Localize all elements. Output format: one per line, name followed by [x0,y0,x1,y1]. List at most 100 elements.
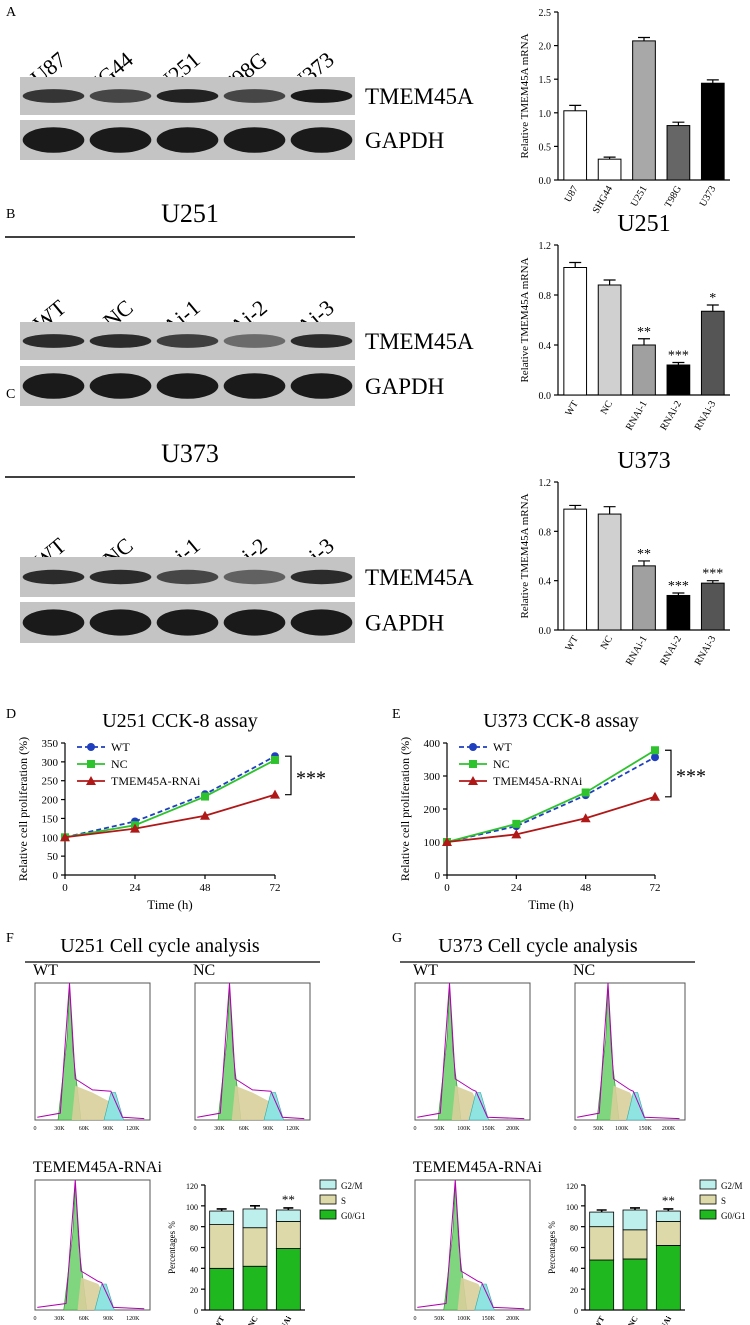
histogram-label: WT [413,962,438,979]
bar [563,110,588,181]
y-tick-label: 120 [566,1182,578,1191]
bar [666,364,691,396]
series-line [446,795,656,843]
panel-letter: G [392,931,402,946]
protein-label: TMEM45A [365,329,474,354]
significance: ** [282,1192,295,1207]
chart-title: U251 CCK-8 assay [102,710,258,732]
legend-label: G2/M [721,1181,743,1191]
x-tick-label: 0 [62,882,68,894]
y-tick-label: 2.0 [539,42,552,53]
y-tick-label: 0 [574,1307,578,1316]
x-tick-label: RNAi-2 [658,399,684,432]
histogram-tick-label: 120K [126,1316,140,1322]
histogram-label: TEMEM45A-RNAi [413,1159,542,1176]
bar [632,40,656,181]
significance: * [709,291,716,306]
significance: *** [668,579,689,594]
series-line [64,793,276,839]
y-axis-label: Percentages % [547,1221,557,1274]
y-tick-label: 0.0 [539,391,552,402]
bar-segment [622,1258,648,1311]
significance: ** [637,325,651,340]
bar-segment [242,1227,268,1267]
x-tick-label: 24 [511,882,523,894]
histogram-tick-label: 200K [662,1126,676,1132]
error-bar [638,36,650,41]
error-bar [603,156,616,160]
y-axis-label: Percentages % [167,1221,177,1274]
panel-letter: B [6,207,15,222]
error-bar [638,560,650,566]
blot-band [156,609,219,636]
x-tick-label: SHG44 [591,184,616,215]
bar [597,158,622,181]
bar-segment [655,1210,681,1222]
legend-label: S [341,1196,346,1206]
point [442,837,452,846]
bar-segment [589,1259,615,1311]
blot-band [89,569,152,585]
bar-segment [589,1211,615,1228]
y-tick-label: 0.4 [539,341,552,352]
y-tick-label: 0.5 [539,142,552,153]
histogram-label: WT [33,962,58,979]
histogram-tick-label: 60K [79,1316,90,1322]
legend-label: WT [111,740,130,754]
legend-label: NC [111,757,128,771]
series-line [446,756,656,843]
legend-swatch [319,1194,337,1205]
histogram-tick-label: 50K [434,1316,445,1322]
panel-letter: E [392,707,401,722]
histogram-tick-label: 30K [54,1126,65,1132]
blot-band [156,334,219,348]
histogram-tick-label: 100K [615,1126,629,1132]
blot-band [156,127,219,153]
significance: ** [662,1193,675,1208]
chart-title: U251 [617,211,670,237]
histogram-tick-label: 150K [638,1126,652,1132]
y-tick-label: 1.2 [539,478,552,489]
histogram-outline [197,982,305,1120]
x-tick-label: 0 [444,882,450,894]
bar-segment [275,1248,301,1311]
blot-band [22,373,85,399]
x-tick-label: 72 [650,882,661,894]
bar [632,344,656,396]
histogram-tick-label: 0 [414,1126,417,1132]
blot-band [290,127,353,153]
blot-band [223,569,286,585]
bar [666,125,691,181]
legend-label: WT [493,740,512,754]
y-tick-label: 1.2 [539,241,552,252]
protein-label: GAPDH [365,374,444,399]
histogram-tick-label: 0 [34,1126,37,1132]
y-tick-label: 80 [570,1224,578,1233]
y-tick-label: 20 [190,1286,198,1295]
bar [597,513,622,631]
blot-band [223,127,286,153]
x-tick-label: WT [212,1314,227,1325]
bar [563,508,588,631]
legend-label: G0/G1 [341,1211,366,1221]
blot-band [290,373,353,399]
protein-label: GAPDH [365,128,444,153]
point [581,788,590,797]
y-tick-label: 350 [42,738,59,750]
histogram-outline [577,982,680,1120]
y-tick-label: 80 [190,1224,198,1233]
y-axis-label: Relative TMEM45A mRNA [519,33,531,158]
point [511,829,522,839]
blot-band [22,89,85,103]
y-tick-label: 250 [42,776,59,788]
error-bar [672,592,685,596]
legend-marker [468,776,478,785]
histogram-tick-label: 150K [482,1316,496,1322]
point [270,789,280,799]
point [651,753,659,762]
y-tick-label: 0 [53,870,59,882]
bar-segment [242,1265,268,1311]
histogram-tick-label: 30K [214,1126,225,1132]
y-tick-label: 40 [190,1265,198,1274]
blot-band [290,609,353,636]
